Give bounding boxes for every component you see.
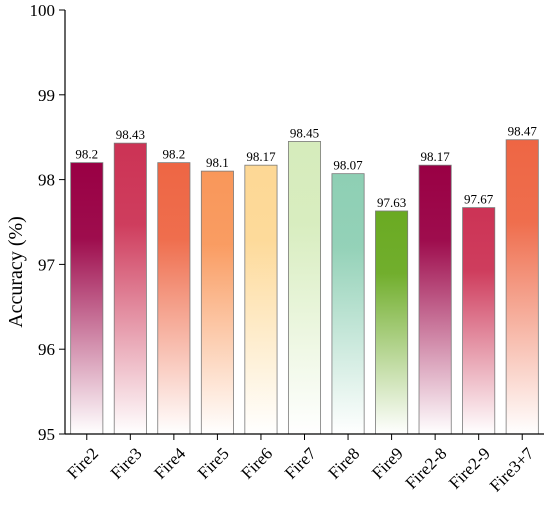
- x-tick-label: Fire5: [194, 444, 233, 483]
- x-tick-label: Fire3+7: [486, 444, 538, 496]
- y-tick-label: 99: [38, 86, 55, 105]
- x-tick-label: Fire9: [368, 444, 407, 483]
- bar-fire2: [70, 162, 104, 435]
- x-tick-label: Fire8: [325, 444, 364, 483]
- x-tick-label: Fire3: [107, 444, 146, 483]
- data-label: 98.17: [421, 149, 451, 164]
- x-tick-label: Fire6: [237, 444, 276, 483]
- y-tick-label: 96: [38, 340, 55, 359]
- bar-fire9: [375, 210, 409, 435]
- data-label: 97.67: [464, 192, 494, 207]
- data-label: 98.07: [333, 158, 363, 173]
- data-labels-layer: 98.2 98.43 98.2 98.1 98.17 98.45 98.07 97.63 98.…: [75, 124, 537, 210]
- bars-layer: [70, 139, 539, 435]
- data-label: 98.45: [290, 125, 319, 140]
- x-tick-label: Fire4: [150, 444, 189, 483]
- bar-fire2-9: [462, 207, 496, 435]
- data-label: 98.47: [508, 124, 538, 139]
- data-label: 98.43: [116, 127, 145, 142]
- bar-fire3-7: [505, 139, 539, 435]
- bar-fire5: [200, 170, 234, 435]
- x-tick-label: Fire2-8: [402, 444, 451, 493]
- bar-fire6: [244, 164, 278, 435]
- y-axis-label: Accuracy (%): [5, 216, 27, 328]
- y-tick-label: 98: [38, 171, 55, 190]
- axes-layer: Fire2 Fire3 Fire4 Fire5 Fire6 Fire7 Fire8 Fire9…: [30, 1, 544, 496]
- data-label: 98.2: [75, 147, 98, 162]
- x-tick-label: Fire2: [63, 444, 102, 483]
- bar-fire8: [331, 173, 365, 435]
- data-label: 98.2: [162, 147, 185, 162]
- y-tick-label: 95: [38, 425, 55, 444]
- bar-fire7: [287, 141, 322, 435]
- bar-fire3: [113, 142, 147, 435]
- data-label: 97.63: [377, 195, 406, 210]
- data-label: 98.1: [206, 155, 229, 170]
- bar-fire2-8: [418, 164, 452, 435]
- x-tick-label: Fire7: [281, 444, 320, 483]
- y-tick-label: 97: [38, 255, 56, 274]
- bar-fire4: [157, 162, 191, 435]
- x-tick-label: Fire2-9: [445, 444, 494, 493]
- y-tick-label: 100: [30, 1, 56, 20]
- data-label: 98.17: [246, 149, 276, 164]
